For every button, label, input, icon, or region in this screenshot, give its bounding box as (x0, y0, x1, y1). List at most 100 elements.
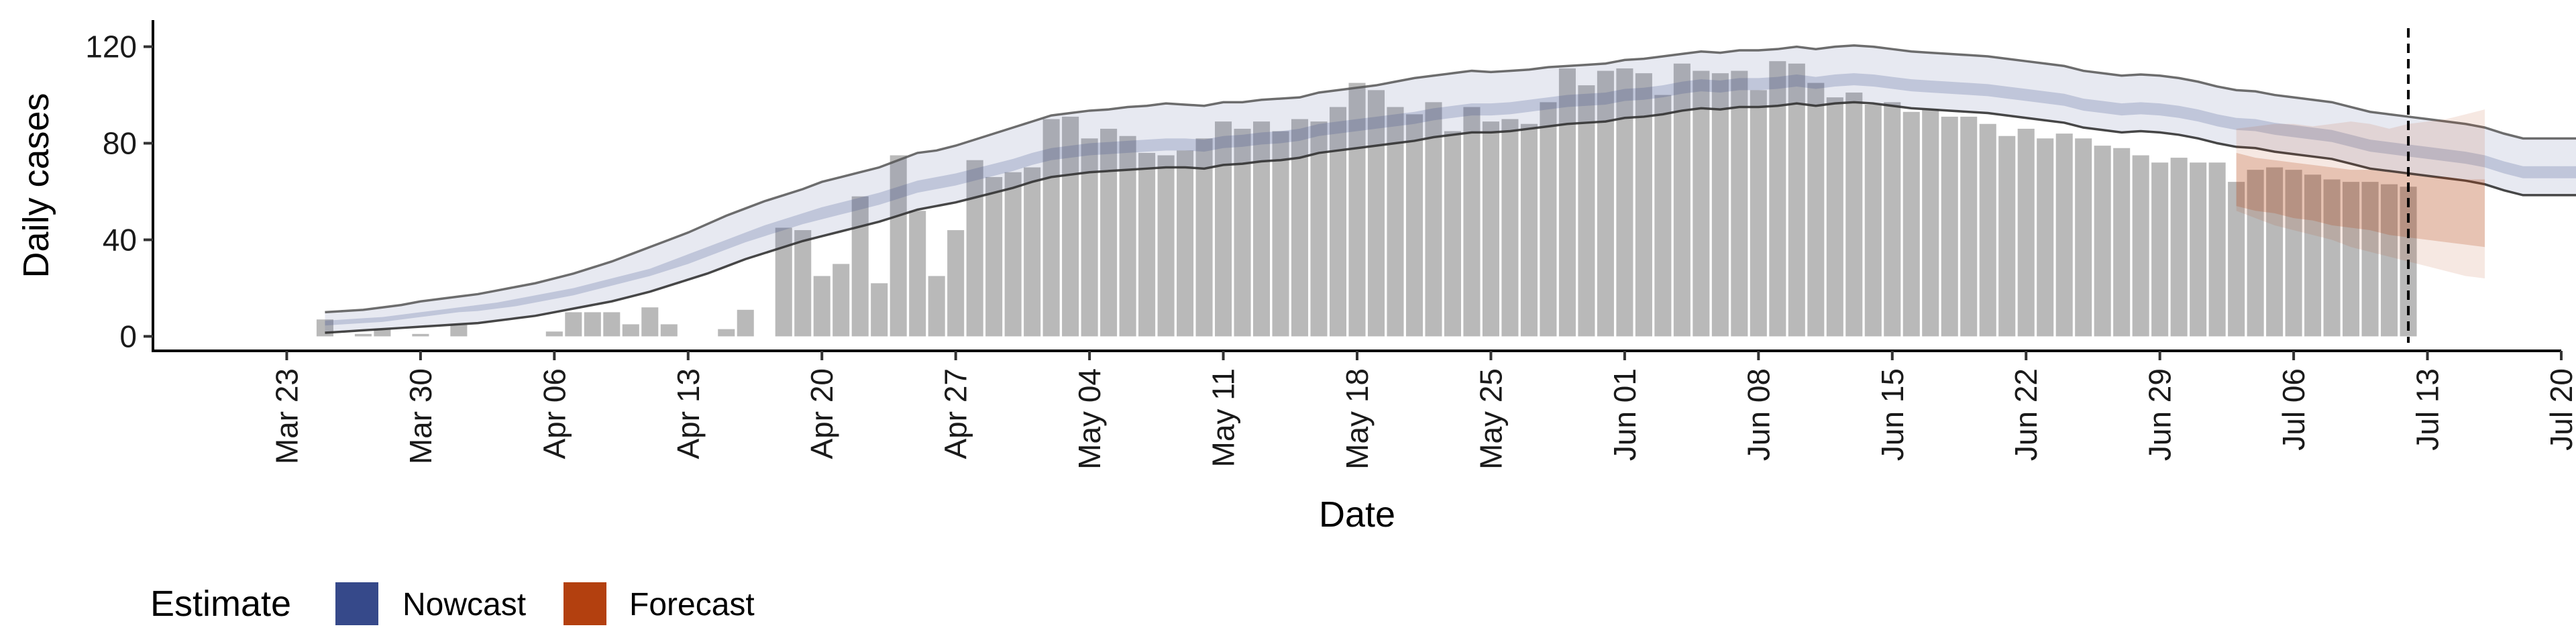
daily-case-bar (1367, 90, 1385, 337)
daily-case-bar (851, 196, 869, 337)
daily-case-bar (2017, 128, 2035, 337)
daily-case-bar (2190, 162, 2207, 337)
daily-case-bar (1826, 97, 1843, 337)
y-tick-label: 0 (119, 319, 137, 354)
x-tick-label: Mar 30 (403, 368, 438, 464)
daily-case-bar (1004, 172, 1022, 337)
daily-case-bar (1540, 102, 1557, 337)
legend-label-forecast: Forecast (629, 587, 755, 623)
forecast-outer-band (2236, 109, 2485, 279)
daily-case-bar (1177, 150, 1194, 337)
daily-case-bar (2381, 184, 2398, 337)
x-tick-label: May 11 (1206, 368, 1241, 467)
daily-case-bar (2151, 162, 2169, 337)
daily-case-bar (2055, 133, 2073, 337)
daily-case-bar (1960, 116, 1978, 337)
daily-case-bar (1998, 136, 2016, 337)
daily-case-bar (1711, 73, 1729, 337)
x-tick-label: May 04 (1072, 368, 1107, 470)
nowcast-lower-bound-line (325, 101, 2576, 334)
daily-case-bar (1941, 116, 1958, 337)
daily-case-bar (1731, 70, 1748, 337)
daily-case-bar (794, 230, 812, 337)
daily-case-bar (2285, 170, 2302, 337)
y-tick-label: 80 (103, 126, 137, 161)
daily-case-bar (2304, 174, 2322, 337)
daily-case-bar (1520, 123, 1538, 337)
daily-case-bar (890, 155, 907, 337)
x-tick-label: Mar 23 (269, 368, 304, 464)
daily-case-bar (1195, 138, 1213, 337)
daily-case-bar (2075, 138, 2092, 337)
daily-case-bar (660, 324, 678, 337)
x-tick-label: Apr 13 (671, 368, 706, 460)
daily-case-bar (1654, 95, 1672, 337)
daily-case-bar (928, 276, 945, 337)
daily-case-bar (1979, 123, 1996, 337)
daily-case-bar (2361, 182, 2379, 337)
x-tick-label: Jun 01 (1607, 368, 1642, 461)
legend-label-nowcast: Nowcast (402, 587, 526, 623)
daily-case-bar (1482, 121, 1499, 337)
daily-case-bar (1558, 68, 1576, 337)
daily-case-bar (985, 176, 1003, 337)
daily-case-bar (1693, 70, 1710, 337)
daily-case-bar (1750, 90, 1767, 337)
daily-case-bar (1788, 63, 1805, 337)
daily-case-bar (2228, 182, 2245, 337)
daily-case-bar (1616, 68, 1633, 337)
daily-case-bar (584, 312, 601, 337)
daily-case-bar (1864, 104, 1882, 337)
x-tick-label: Apr 20 (804, 368, 839, 460)
daily-case-bar (565, 312, 582, 337)
x-tick-label: May 25 (1473, 368, 1508, 470)
daily-case-bar (871, 283, 888, 337)
daily-case-bar (1425, 102, 1442, 337)
daily-case-bar (1042, 119, 1060, 337)
daily-case-bar (1922, 109, 1939, 337)
daily-case-bar (354, 333, 372, 337)
x-tick-label: Jun 29 (2143, 368, 2178, 461)
daily-case-bar (1387, 107, 1404, 337)
daily-case-bar (813, 276, 830, 337)
daily-case-bar (2132, 155, 2149, 337)
daily-case-bar (966, 160, 983, 337)
legend-title: Estimate (150, 584, 291, 624)
daily-case-bar (947, 230, 965, 337)
x-axis-ticks: Mar 23 Mar 30 Apr 06 Apr 13 Apr 20 Apr 27 May … (269, 351, 2576, 470)
legend-swatch-nowcast (335, 582, 378, 625)
daily-case-bar (1024, 167, 1041, 337)
daily-case-bar (1884, 102, 1901, 337)
bands-layer (325, 28, 2576, 343)
daily-case-bar (2266, 167, 2284, 337)
daily-case-bar (1501, 119, 1519, 337)
x-tick-label: May 18 (1340, 368, 1375, 470)
daily-case-bar (1444, 131, 1461, 337)
x-tick-label: Jun 08 (1741, 368, 1776, 461)
daily-case-bar (1157, 155, 1175, 337)
nowcast-upper-bound-line (325, 44, 2576, 314)
legend: Estimate Nowcast Forecast (150, 582, 755, 625)
nowcast-outer-band (325, 45, 2576, 333)
daily-case-bar (1463, 107, 1481, 337)
daily-case-bar (1253, 121, 1271, 337)
x-tick-label: Jun 22 (2008, 368, 2043, 461)
daily-case-bar (603, 312, 621, 337)
y-tick-label: 120 (85, 30, 137, 64)
daily-case-bar (1348, 83, 1366, 337)
daily-case-bar (2247, 170, 2264, 337)
x-tick-label: Apr 27 (938, 368, 973, 460)
daily-case-bar (718, 329, 735, 337)
daily-case-bar (545, 331, 563, 337)
daily-case-bar (641, 307, 659, 337)
daily-case-bar (1597, 70, 1614, 337)
daily-case-bar (2094, 146, 2111, 337)
x-tick-label: Apr 06 (537, 368, 572, 460)
daily-case-bar (1138, 152, 1156, 337)
x-axis-title: Date (1319, 494, 1395, 535)
forecast-inner-band (2236, 152, 2485, 248)
daily-case-bar (2323, 179, 2341, 337)
daily-case-bar (1100, 128, 1118, 337)
daily-case-bar (622, 324, 639, 337)
